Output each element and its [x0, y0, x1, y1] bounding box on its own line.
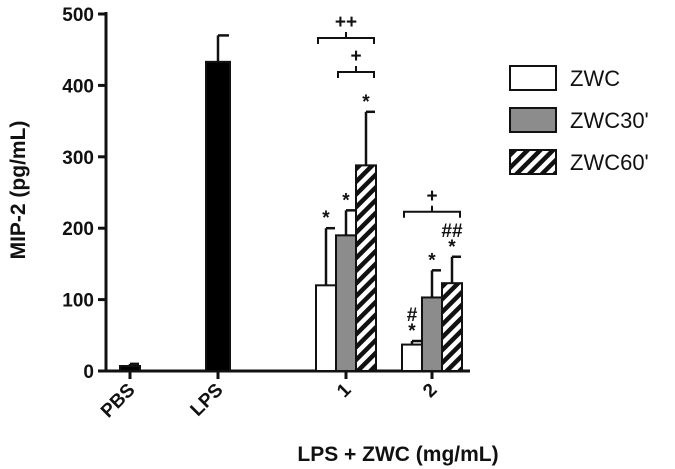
- bracket-label: +: [350, 46, 361, 67]
- bar-zwc30: [421, 296, 443, 373]
- significance-asterisk: *: [362, 92, 370, 113]
- significance-asterisk: *: [428, 250, 436, 271]
- bracket-label: +: [426, 186, 437, 207]
- bracket-label: ++: [335, 12, 357, 33]
- y-axis-title: MIP-2 (pg/mL): [7, 121, 30, 260]
- bars-group: [119, 34, 463, 373]
- significance-hash: ##: [441, 221, 463, 242]
- significance-bracket: [317, 37, 375, 44]
- bar-zwc: [401, 343, 423, 372]
- legend-swatch-zwc: [509, 65, 557, 91]
- y-tick-label: 300: [62, 148, 94, 169]
- x-category-label: LPS: [187, 380, 228, 421]
- x-category-label: 1: [333, 379, 356, 402]
- legend-swatch-zwc30: [509, 107, 557, 133]
- bar-pbs: [119, 365, 141, 373]
- x-category-label: 2: [419, 380, 441, 402]
- significance-hash: #: [407, 305, 418, 326]
- bar-zwc30: [335, 234, 357, 372]
- bar-zwc60: [441, 282, 463, 373]
- legend-label: ZWC: [570, 66, 620, 91]
- significance-asterisk: *: [322, 208, 330, 229]
- annotations-group: ***+++*#**##+: [317, 12, 463, 342]
- significance-asterisk: *: [342, 190, 350, 211]
- significance-bracket: [337, 71, 375, 78]
- y-tick-label: 100: [62, 291, 94, 312]
- bar-zwc: [315, 284, 337, 373]
- bar-zwc60: [355, 164, 377, 372]
- y-tick-label: 0: [83, 362, 94, 383]
- y-tick-label: 200: [62, 219, 94, 240]
- x-axis-title: LPS + ZWC (mg/mL): [297, 443, 498, 466]
- significance-asterisk: *: [408, 321, 416, 342]
- y-tick-label: 500: [62, 5, 94, 26]
- significance-bracket: [403, 210, 461, 218]
- y-tick-label: 400: [62, 76, 94, 97]
- significance-asterisk: *: [448, 237, 456, 258]
- legend-label: ZWC60': [570, 150, 649, 175]
- x-category-label: PBS: [97, 380, 139, 422]
- legend-label: ZWC30': [570, 108, 649, 133]
- bar-lps: [205, 60, 231, 372]
- legend-swatch-zwc60: [509, 149, 557, 175]
- legend: ZWC ZWC30' ZWC60': [509, 65, 649, 175]
